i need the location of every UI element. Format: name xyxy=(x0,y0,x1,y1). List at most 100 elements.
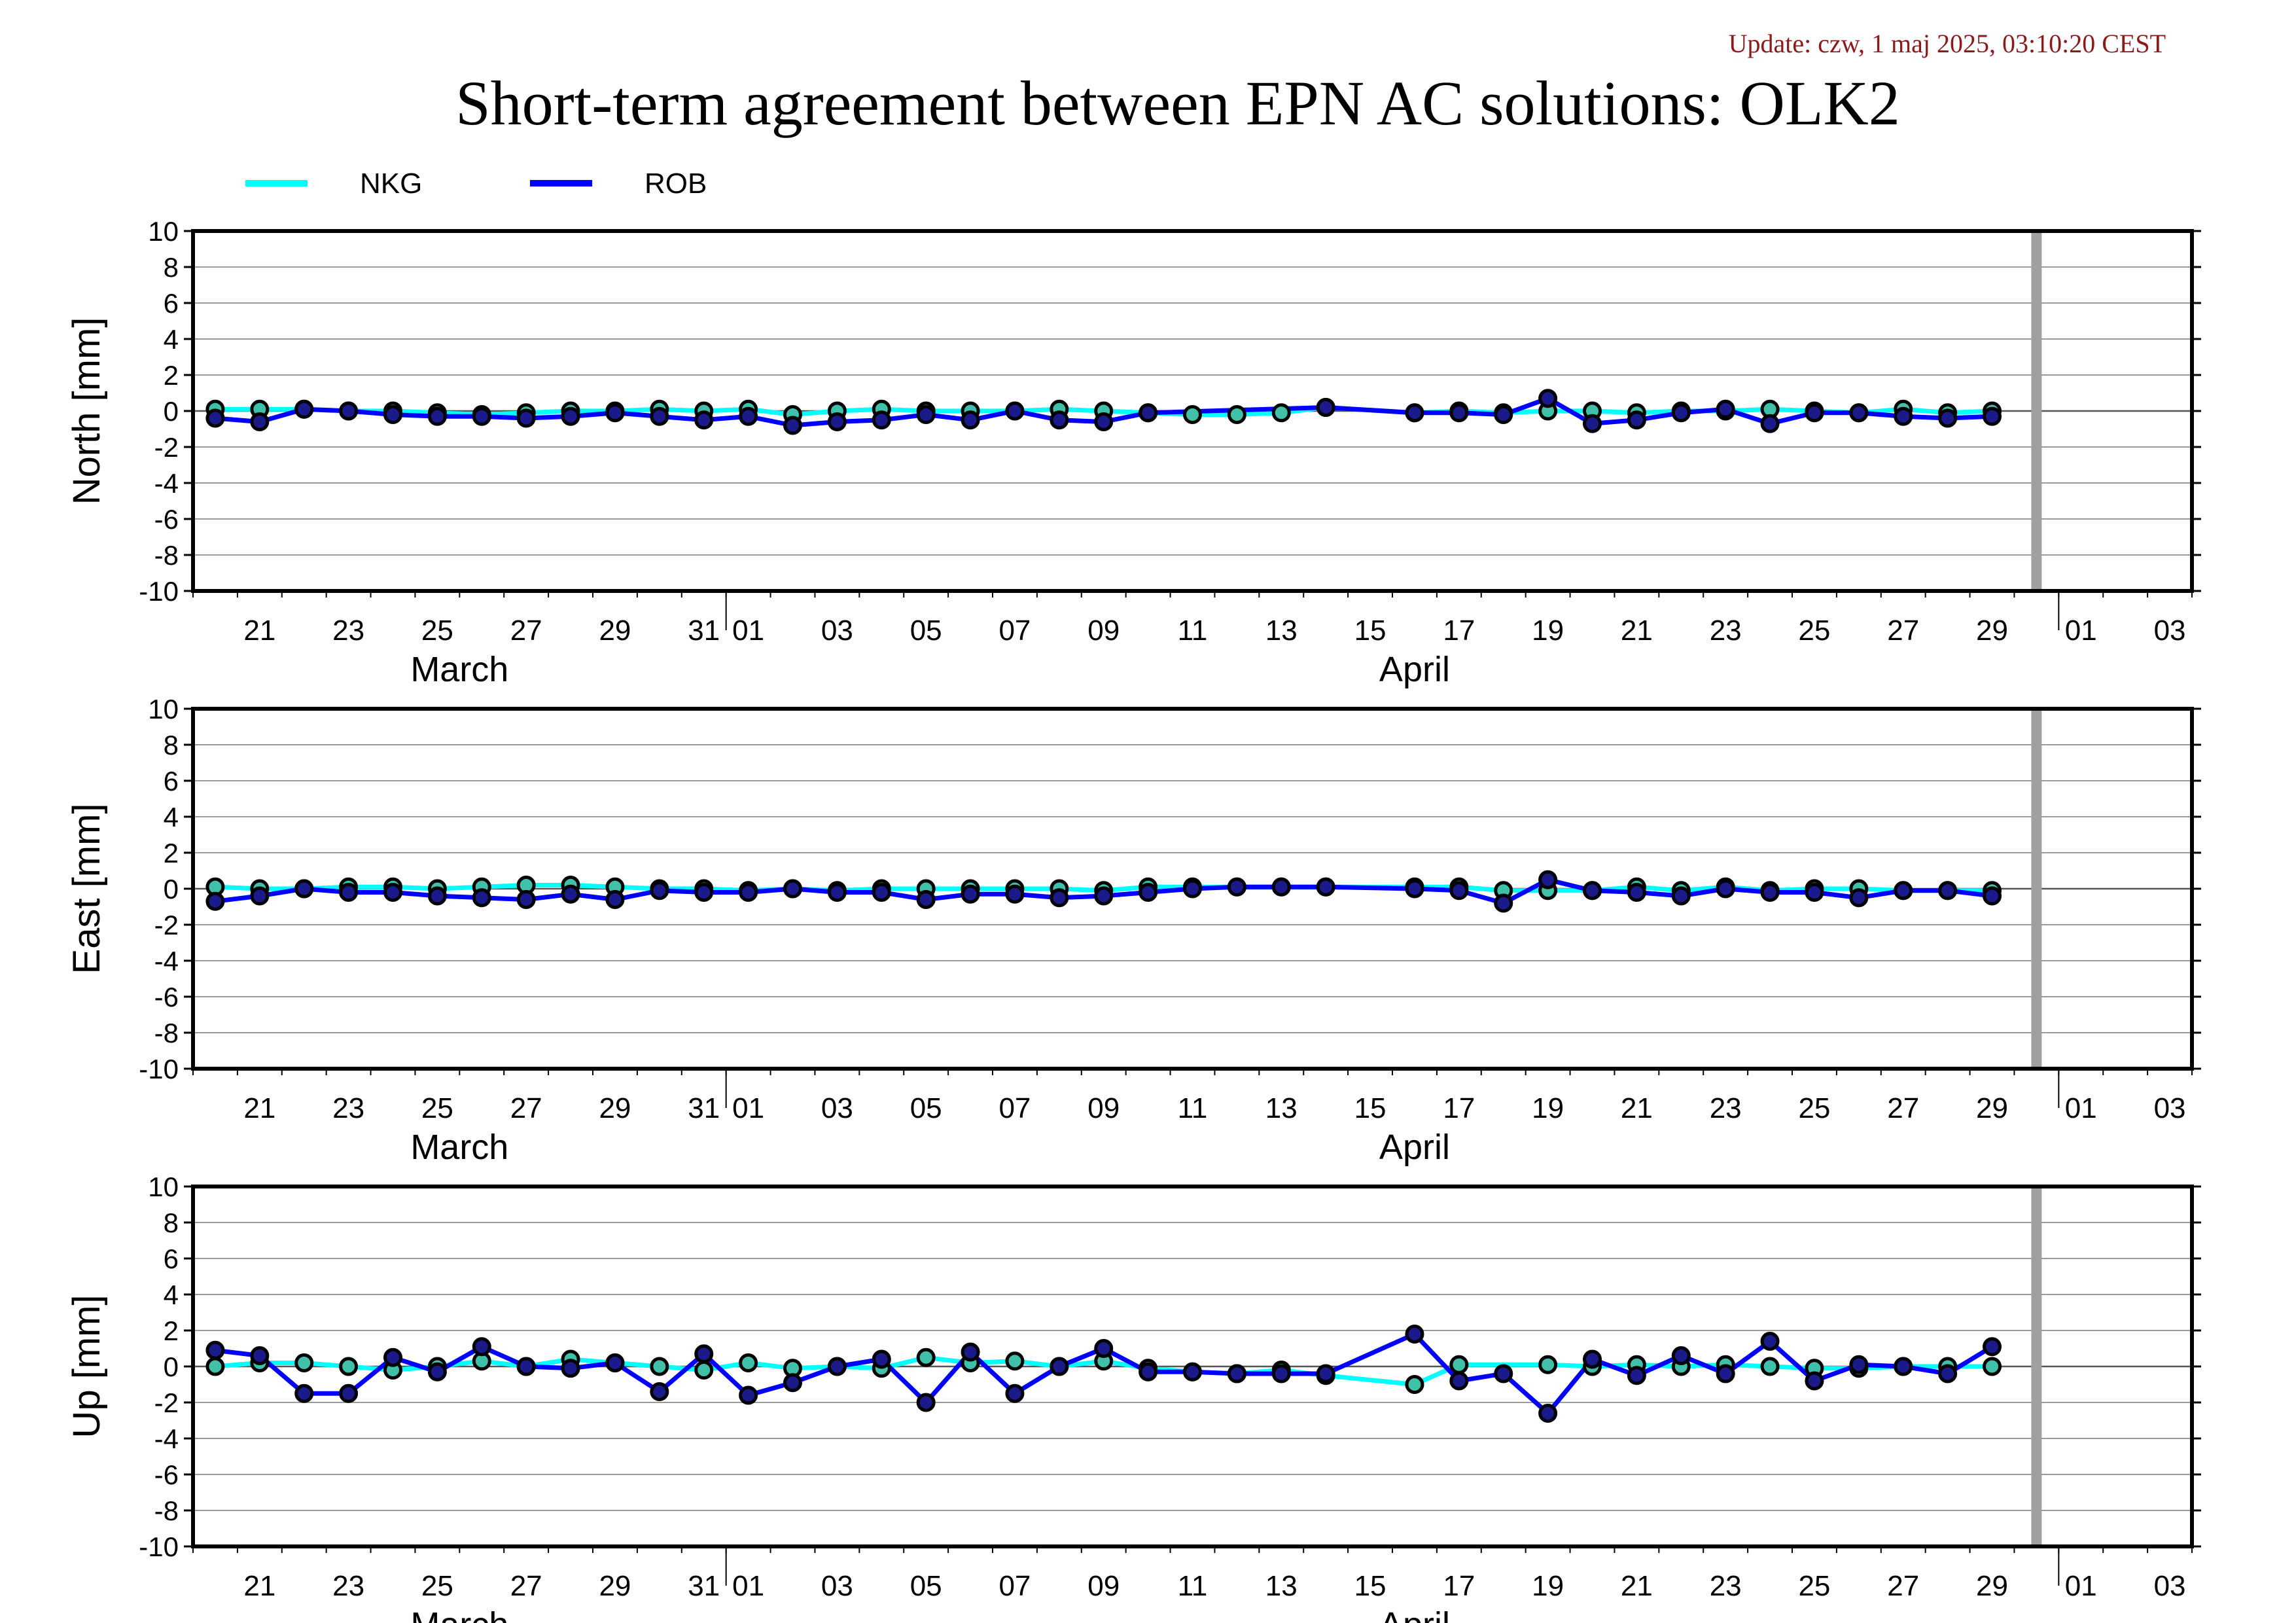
y-tick-label: 8 xyxy=(164,252,179,283)
data-point-rob xyxy=(561,406,580,426)
x-tick-label: 03 xyxy=(821,1092,853,1124)
y-tick-label: 10 xyxy=(148,216,179,247)
data-point-nkg xyxy=(1760,1357,1780,1376)
y-tick-label: -6 xyxy=(154,504,179,535)
data-point-rob xyxy=(1583,881,1602,901)
data-point-rob xyxy=(516,1357,536,1376)
data-point-rob xyxy=(1627,883,1646,902)
data-point-rob xyxy=(1538,389,1558,408)
x-tick-label: 27 xyxy=(510,1092,542,1124)
panel-east: 10 8 6 4 2 0 -2 -4 -6 -8 -10 East [mm] 21 23 25 27 29 31 0… xyxy=(65,694,2201,1167)
y-tick-label: 0 xyxy=(164,1351,179,1382)
data-point-rob xyxy=(1627,1366,1646,1385)
data-point-rob xyxy=(427,1362,447,1382)
data-point-nkg xyxy=(1183,405,1202,424)
data-point-rob xyxy=(605,890,625,909)
y-tick-label: 2 xyxy=(164,1315,179,1346)
legend-label-nkg: NKG xyxy=(360,168,422,200)
x-tick-label: 27 xyxy=(510,1570,542,1602)
data-point-nkg xyxy=(1405,1375,1424,1394)
y-tick-label: 8 xyxy=(164,1207,179,1238)
data-point-rob xyxy=(916,1393,936,1412)
data-point-rob xyxy=(1938,881,1958,901)
x-tick-label: 29 xyxy=(1976,615,2008,647)
data-point-rob xyxy=(827,412,847,431)
data-point-rob xyxy=(650,1382,669,1401)
x-tick-label: 19 xyxy=(1532,1570,1564,1602)
data-point-rob xyxy=(339,883,359,902)
x-tick-label: 25 xyxy=(421,1092,453,1124)
y-tick-label: 2 xyxy=(164,360,179,391)
data-point-nkg xyxy=(694,1361,714,1380)
month-label-april: April xyxy=(1379,1128,1450,1167)
data-point-rob xyxy=(1538,1404,1558,1423)
data-point-rob xyxy=(1316,1364,1335,1383)
x-tick-label: 09 xyxy=(1087,1092,1120,1124)
x-tick-label: 21 xyxy=(1621,1092,1653,1124)
data-point-rob xyxy=(1316,877,1335,897)
data-point-rob xyxy=(383,883,402,902)
x-tick-label: 09 xyxy=(1087,1570,1120,1602)
data-point-rob xyxy=(961,410,980,430)
x-tick-label: 11 xyxy=(1178,1570,1208,1602)
data-point-rob xyxy=(1405,403,1424,423)
x-tick-label: 29 xyxy=(1976,1570,2008,1602)
x-tick-label: 31 xyxy=(688,1092,720,1124)
month-label-march: March xyxy=(410,650,508,689)
y-tick-label: 6 xyxy=(164,288,179,319)
y-tick-label: -2 xyxy=(154,910,179,940)
x-tick-label: 07 xyxy=(998,1092,1031,1124)
data-point-rob xyxy=(916,890,936,909)
x-tick-label: 23 xyxy=(1710,1570,1742,1602)
data-point-rob xyxy=(1671,1346,1691,1365)
x-tick-label: 21 xyxy=(243,615,275,647)
data-point-rob xyxy=(1405,1325,1424,1344)
data-point-rob xyxy=(1449,403,1469,423)
data-point-rob xyxy=(1849,1355,1869,1374)
x-tick-label: 31 xyxy=(688,615,720,647)
data-point-rob xyxy=(1050,888,1069,908)
legend-label-rob: ROB xyxy=(645,168,707,200)
x-tick-label: 21 xyxy=(243,1092,275,1124)
data-point-nkg xyxy=(1983,1357,2002,1376)
data-point-nkg xyxy=(1005,1351,1025,1371)
data-point-rob xyxy=(1983,406,2002,426)
data-point-rob xyxy=(1139,1362,1158,1382)
chart-title: Short-term agreement between EPN AC solu… xyxy=(455,68,1900,138)
data-point-rob xyxy=(472,406,491,426)
y-tick-label: -10 xyxy=(139,1531,179,1562)
data-point-rob xyxy=(516,890,536,909)
y-tick-label: -2 xyxy=(154,1387,179,1418)
data-point-rob xyxy=(1805,883,1824,902)
y-tick-label: -10 xyxy=(139,576,179,607)
month-label-march: March xyxy=(410,1128,508,1167)
data-point-rob xyxy=(427,406,447,426)
data-point-rob xyxy=(694,410,714,430)
data-point-rob xyxy=(1449,1371,1469,1391)
y-tick-label: 6 xyxy=(164,766,179,796)
data-point-rob xyxy=(1760,883,1780,902)
data-point-rob xyxy=(1271,877,1291,897)
data-point-rob xyxy=(827,1357,847,1376)
data-point-rob xyxy=(561,884,580,904)
data-point-rob xyxy=(1094,412,1114,431)
data-point-rob xyxy=(1316,398,1335,417)
y-tick-label: 10 xyxy=(148,694,179,724)
data-point-rob xyxy=(1050,1357,1069,1376)
x-tick-label: 13 xyxy=(1265,615,1298,647)
data-point-nkg xyxy=(1538,1355,1558,1374)
x-tick-label: 15 xyxy=(1354,1570,1386,1602)
x-tick-label: 01 xyxy=(732,615,764,647)
x-tick-label: 11 xyxy=(1178,615,1208,647)
data-point-rob xyxy=(739,883,758,902)
data-point-rob xyxy=(1094,886,1114,906)
x-tick-label: 17 xyxy=(1443,1570,1475,1602)
x-tick-label: 01 xyxy=(732,1092,764,1124)
data-point-rob xyxy=(1671,886,1691,906)
x-tick-label: 31 xyxy=(688,1570,720,1602)
y-tick-label: -4 xyxy=(154,946,179,976)
x-tick-label: 01 xyxy=(2065,1570,2097,1602)
x-tick-label: 25 xyxy=(1798,1570,1830,1602)
y-tick-label: -8 xyxy=(154,1018,179,1048)
